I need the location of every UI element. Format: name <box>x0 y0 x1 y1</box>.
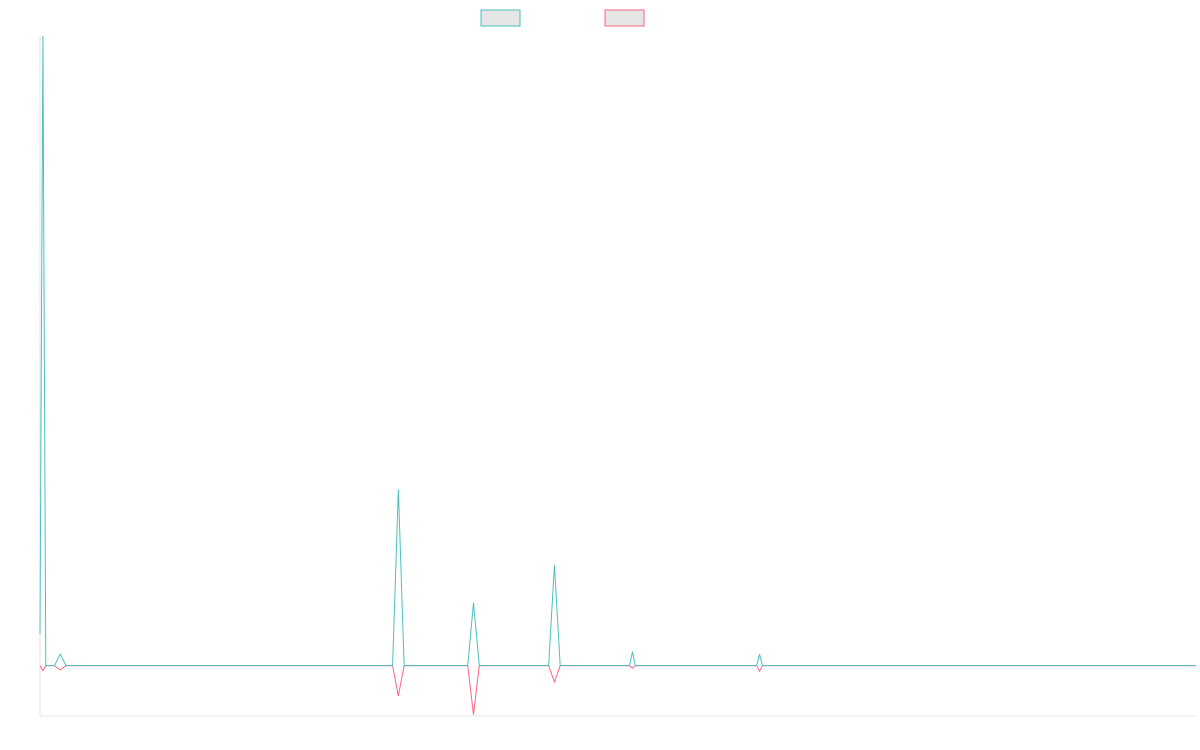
series-line-1 <box>39 35 1196 667</box>
legend-swatch-1[interactable] <box>480 9 521 27</box>
series-line-2 <box>39 665 1196 715</box>
legend-swatch-2[interactable] <box>604 9 645 27</box>
series-group <box>39 35 1196 715</box>
axes <box>39 36 1196 717</box>
legend <box>480 9 645 27</box>
